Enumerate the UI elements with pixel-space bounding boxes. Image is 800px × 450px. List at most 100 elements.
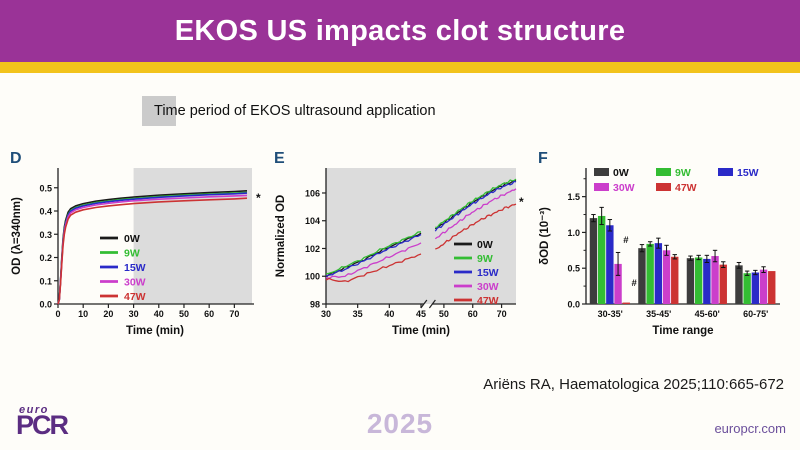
series-47W-line-post-break bbox=[435, 203, 517, 250]
citation: Ariëns RA, Haematologica 2025;110:665-67… bbox=[483, 376, 784, 393]
series-15W-line-post-break bbox=[434, 180, 517, 232]
significance-asterisk: * bbox=[256, 191, 261, 205]
svg-text:35: 35 bbox=[353, 309, 363, 319]
bar-47W-60-75' bbox=[768, 271, 776, 304]
gold-divider bbox=[0, 62, 800, 73]
legend-label-0W: 0W bbox=[477, 239, 493, 251]
axis-break-mark bbox=[420, 299, 428, 309]
svg-text:104: 104 bbox=[305, 216, 320, 226]
bar-30W-45-60' bbox=[711, 256, 719, 304]
panel-E: E 98 100 102 104 106 30 35 40 45 50 60 70 Time (min)… bbox=[272, 148, 530, 346]
svg-text:0.2: 0.2 bbox=[39, 253, 52, 263]
bar-30W-35-45' bbox=[662, 250, 671, 304]
legend-label-0W: 0W bbox=[124, 233, 140, 245]
website-link[interactable]: europcr.com bbox=[714, 421, 786, 436]
svg-text:0: 0 bbox=[55, 309, 60, 319]
logo-euro-text: euro bbox=[19, 404, 49, 416]
svg-text:45: 45 bbox=[416, 309, 426, 319]
y-axis-label: δOD (10⁻³) bbox=[539, 207, 551, 265]
legend-swatch-47W bbox=[656, 183, 671, 191]
bar-0W-45-60' bbox=[686, 258, 695, 304]
series-0W-line-pre-break bbox=[325, 232, 422, 278]
bar-0W-35-45' bbox=[638, 248, 646, 304]
bar-9W-60-75' bbox=[743, 273, 751, 304]
legend-label-9W: 9W bbox=[124, 248, 140, 260]
axis-break-mark bbox=[428, 299, 436, 309]
svg-text:1.0: 1.0 bbox=[567, 228, 580, 238]
legend-swatch-15W bbox=[718, 168, 733, 176]
series-47W-line bbox=[57, 197, 248, 305]
svg-text:0.0: 0.0 bbox=[567, 300, 580, 310]
bar-15W-35-45' bbox=[654, 243, 663, 304]
svg-text:20: 20 bbox=[103, 309, 113, 319]
svg-text:106: 106 bbox=[305, 188, 320, 198]
svg-text:40: 40 bbox=[154, 309, 164, 319]
legend-label-15W: 15W bbox=[737, 167, 759, 179]
legend-label-30W: 30W bbox=[477, 281, 499, 293]
bar-9W-30-35' bbox=[597, 215, 606, 304]
legend-swatch-9W bbox=[656, 168, 671, 176]
svg-text:0.1: 0.1 bbox=[39, 276, 52, 286]
svg-text:60: 60 bbox=[204, 309, 214, 319]
bar-30W-30-35' bbox=[614, 263, 622, 304]
slide-title: EKOS US impacts clot structure bbox=[174, 15, 626, 47]
category-label: 35-45' bbox=[646, 309, 671, 319]
svg-text:0.3: 0.3 bbox=[39, 230, 52, 240]
hash-annotation: # bbox=[631, 278, 637, 289]
svg-text:10: 10 bbox=[78, 309, 88, 319]
series-9W-line-post-break bbox=[435, 178, 517, 229]
legend-swatch-30W bbox=[594, 183, 609, 191]
series-9W-line-pre-break bbox=[325, 231, 422, 275]
bar-15W-30-35' bbox=[606, 225, 614, 304]
y-axis-label: Normalized OD bbox=[275, 195, 287, 277]
category-label: 45-60' bbox=[695, 309, 720, 319]
us-period-legend-text: Time period of EKOS ultrasound applicati… bbox=[154, 103, 436, 119]
bar-0W-60-75' bbox=[735, 265, 743, 304]
svg-text:30: 30 bbox=[321, 309, 331, 319]
significance-asterisk: * bbox=[519, 195, 524, 209]
panel-F: F 0.0 0.5 1.0 1.5 30-35' 35-45' 45-60' 60-75' Ti… bbox=[536, 148, 794, 346]
legend-swatch-0W bbox=[594, 168, 609, 176]
svg-text:0.5: 0.5 bbox=[567, 264, 580, 274]
x-axis-label: Time (min) bbox=[392, 325, 450, 337]
y-axis-label: OD (λ=340nm) bbox=[11, 197, 23, 275]
legend-label-15W: 15W bbox=[477, 267, 499, 279]
svg-text:102: 102 bbox=[305, 244, 320, 254]
legend-label-9W: 9W bbox=[675, 167, 691, 179]
panel-D: D 0.0 0.1 0.2 0.3 0.4 0.5 0 10 20 30 40 50 60 70 Time … bbox=[8, 148, 266, 346]
legend-label-30W: 30W bbox=[124, 277, 146, 289]
svg-text:40: 40 bbox=[384, 309, 394, 319]
x-axis-label: Time (min) bbox=[126, 325, 184, 337]
svg-text:30: 30 bbox=[129, 309, 139, 319]
panel-letter-E: E bbox=[274, 150, 285, 167]
svg-text:1.5: 1.5 bbox=[567, 192, 580, 202]
legend-label-0W: 0W bbox=[613, 167, 629, 179]
hash-annotation: # bbox=[623, 235, 629, 246]
legend-label-9W: 9W bbox=[477, 253, 493, 265]
svg-text:70: 70 bbox=[229, 309, 239, 319]
svg-text:70: 70 bbox=[497, 309, 507, 319]
bar-47W-35-45' bbox=[671, 256, 679, 304]
bar-47W-30-35' bbox=[622, 302, 630, 304]
legend-label-15W: 15W bbox=[124, 262, 146, 274]
category-label: 30-35' bbox=[598, 309, 623, 319]
europcr-logo: euro PCR bbox=[16, 404, 69, 439]
svg-text:0.4: 0.4 bbox=[39, 207, 52, 217]
svg-text:0.0: 0.0 bbox=[39, 300, 52, 310]
bar-15W-45-60' bbox=[703, 258, 711, 304]
gray-region-swatch bbox=[142, 96, 176, 126]
us-application-shaded-region bbox=[326, 168, 516, 304]
legend-label-30W: 30W bbox=[613, 182, 635, 194]
legend-label-47W: 47W bbox=[124, 291, 146, 303]
category-label: 60-75' bbox=[743, 309, 768, 319]
chart-E-normalized-od-line-chart: 98 100 102 104 106 30 35 40 45 50 60 70 Time (min) No… bbox=[275, 168, 524, 337]
bar-9W-35-45' bbox=[646, 243, 654, 304]
bar-0W-30-35' bbox=[589, 218, 598, 304]
slide-header: EKOS US impacts clot structure bbox=[0, 0, 800, 62]
bar-15W-60-75' bbox=[751, 272, 760, 304]
chart-F-delta-od-bar-chart: 0.0 0.5 1.0 1.5 30-35' 35-45' 45-60' 60-75' Time… bbox=[539, 167, 780, 337]
bar-9W-45-60' bbox=[694, 257, 703, 304]
series-30W-line-pre-break bbox=[325, 242, 422, 280]
year-label: 2025 bbox=[366, 408, 434, 439]
